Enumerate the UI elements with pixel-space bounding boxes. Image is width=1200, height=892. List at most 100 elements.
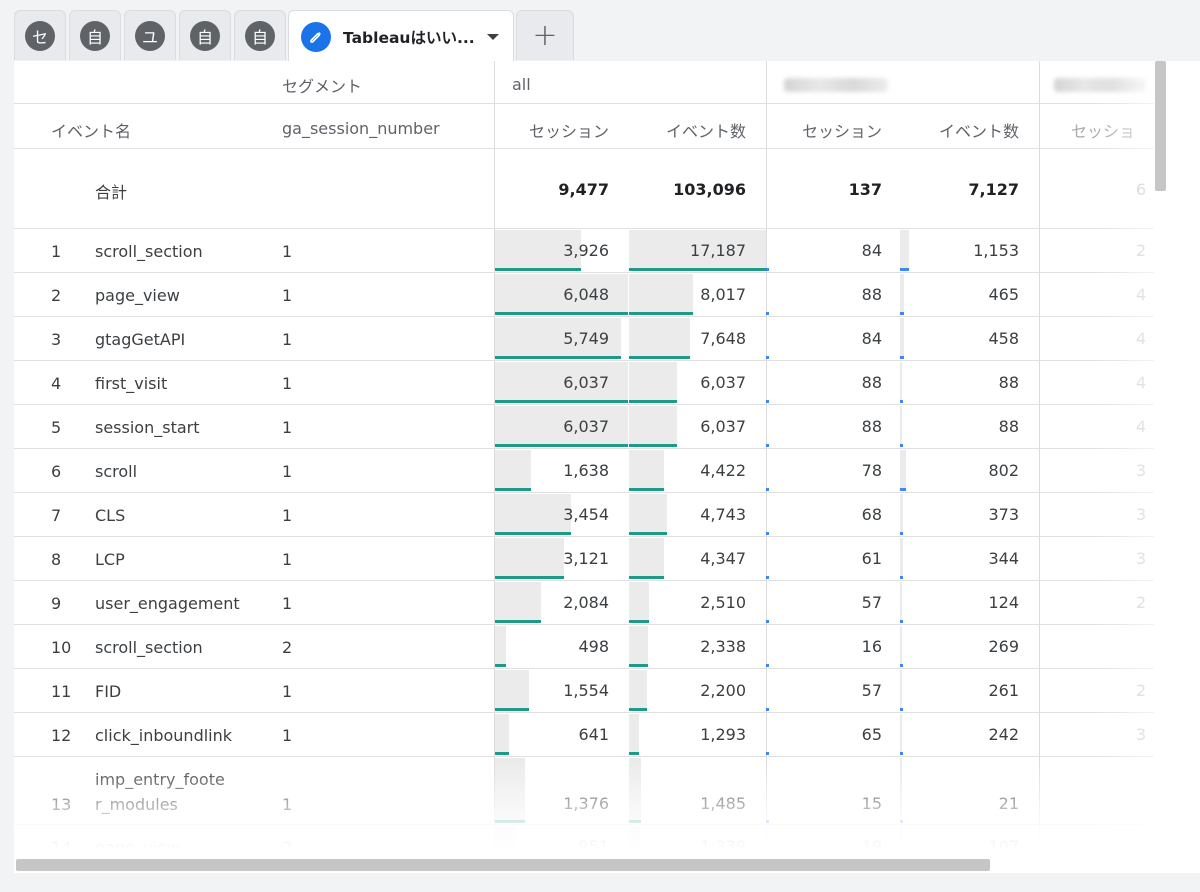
bar-all-sessions [495, 318, 621, 356]
seg2-sessions-value: 16 [861, 637, 882, 656]
all-sessions-value: 3,121 [563, 549, 609, 568]
session-number: 1 [282, 286, 293, 305]
bar-seg2-events [900, 538, 903, 576]
event-name[interactable]: scroll_section [95, 242, 203, 261]
row-divider [14, 360, 1154, 361]
sessions-header-partial[interactable]: セッショ [1071, 122, 1136, 141]
row-rank: 3 [51, 330, 62, 349]
bar-seg2-events-line [900, 444, 903, 447]
all-sessions-value: 3,926 [563, 241, 609, 260]
event-name[interactable]: user_engagement [95, 594, 240, 613]
bar-all-sessions-line [495, 488, 531, 491]
session-number: 1 [282, 550, 293, 569]
bar-seg2-sessions-line [766, 752, 769, 755]
bar-all-sessions-line [495, 444, 628, 447]
bar-all-sessions [495, 670, 529, 708]
add-tab-button[interactable]: + [516, 10, 574, 60]
event-name[interactable]: page_view [95, 286, 180, 305]
tab-custom-1[interactable]: 自 [69, 10, 121, 60]
segment-all-header[interactable]: all [512, 75, 531, 94]
event-name[interactable]: page_view [95, 838, 180, 849]
seg3-sessions-partial: 3 [1136, 461, 1147, 480]
row-divider [14, 536, 1154, 537]
tab-active[interactable]: Tableauはいい... [288, 10, 514, 62]
event-name[interactable]: imp_entry_foote [95, 770, 225, 789]
bar-all-events [629, 670, 647, 708]
all-events-value: 7,648 [700, 329, 746, 348]
row-rank: 8 [51, 550, 62, 569]
bar-all-sessions-line [495, 312, 628, 315]
horizontal-scrollbar[interactable] [16, 859, 990, 871]
seg3-sessions-partial: 3 [1136, 549, 1147, 568]
bar-seg2-events-line [900, 532, 903, 535]
event-name[interactable]: session_start [95, 418, 200, 437]
bar-seg2-sessions-line [766, 576, 769, 579]
seg3-sessions-partial: 4 [1136, 329, 1147, 348]
all-events-value: 2,200 [700, 681, 746, 700]
bar-all-events-line [629, 356, 690, 359]
sessions-header[interactable]: セッション [528, 122, 609, 141]
bar-all-events [629, 450, 664, 488]
seg2-events-value: 344 [988, 549, 1019, 568]
event-name[interactable]: click_inboundlink [95, 726, 233, 745]
bar-seg2-events [900, 318, 904, 356]
session-number: 1 [282, 795, 293, 814]
bar-seg2-events [900, 494, 903, 532]
chevron-down-icon[interactable] [486, 33, 499, 40]
tab-custom-2[interactable]: 自 [179, 10, 231, 60]
seg2-events-value: 465 [988, 285, 1019, 304]
all-sessions-value: 951 [578, 837, 609, 849]
event-count-header[interactable]: イベント数 [665, 122, 746, 141]
seg2-sessions-value: 19 [861, 837, 882, 849]
row-divider [14, 824, 1154, 825]
bar-seg2-sessions-line [766, 356, 769, 359]
row-rank: 13 [51, 795, 72, 814]
tab-user[interactable]: ユ [124, 10, 176, 60]
bar-all-sessions-line [495, 268, 581, 271]
seg2-events-value: 373 [988, 505, 1019, 524]
bar-all-sessions [495, 626, 506, 664]
row-divider [14, 668, 1154, 669]
right-fade [1094, 61, 1164, 849]
row-divider [14, 316, 1154, 317]
redacted-segment-name [1054, 78, 1146, 92]
bar-seg2-sessions-line [766, 268, 769, 271]
seg2-events-value: 261 [988, 681, 1019, 700]
bar-seg2-sessions-line [766, 400, 769, 403]
event-name-header[interactable]: イベント名 [51, 122, 132, 141]
tab-strip: セ 自 ユ 自 自 Tableauはいい... + [0, 0, 1200, 62]
bar-all-events [629, 714, 639, 752]
event-name[interactable]: CLS [95, 506, 126, 525]
bar-all-events-line [629, 312, 693, 315]
column-divider [766, 61, 767, 849]
event-name[interactable]: LCP [95, 550, 125, 569]
seg3-sessions-partial: 4 [1136, 417, 1147, 436]
event-name[interactable]: FID [95, 682, 122, 701]
bar-seg2-events [900, 230, 909, 268]
bar-seg2-events [900, 714, 902, 752]
all-events-value: 4,422 [700, 461, 746, 480]
all-events-value: 4,347 [700, 549, 746, 568]
tab-custom-3[interactable]: 自 [234, 10, 286, 60]
session-number-header[interactable]: ga_session_number [282, 119, 440, 138]
row-rank: 9 [51, 594, 62, 613]
bar-seg2-events-line [900, 664, 903, 667]
header-divider [14, 103, 1154, 104]
bar-all-sessions-line [495, 664, 506, 667]
seg2-sessions-value: 57 [861, 593, 882, 612]
event-name[interactable]: first_visit [95, 374, 168, 393]
event-name[interactable]: scroll [95, 462, 138, 481]
total-seg2-sessions: 137 [848, 180, 882, 199]
event-name[interactable]: gtagGetAPI [95, 330, 186, 349]
seg2-events-value: 124 [988, 593, 1019, 612]
all-sessions-value: 6,048 [563, 285, 609, 304]
column-divider [494, 61, 495, 849]
tab-segment[interactable]: セ [14, 10, 66, 60]
sessions-header[interactable]: セッション [801, 122, 882, 141]
event-count-header[interactable]: イベント数 [938, 122, 1019, 141]
bar-seg2-sessions-line [766, 312, 769, 315]
bar-all-events [629, 626, 648, 664]
event-name[interactable]: scroll_section [95, 638, 203, 657]
event-name-continued[interactable]: r_modules [95, 795, 178, 814]
vertical-scrollbar[interactable] [1155, 61, 1166, 191]
